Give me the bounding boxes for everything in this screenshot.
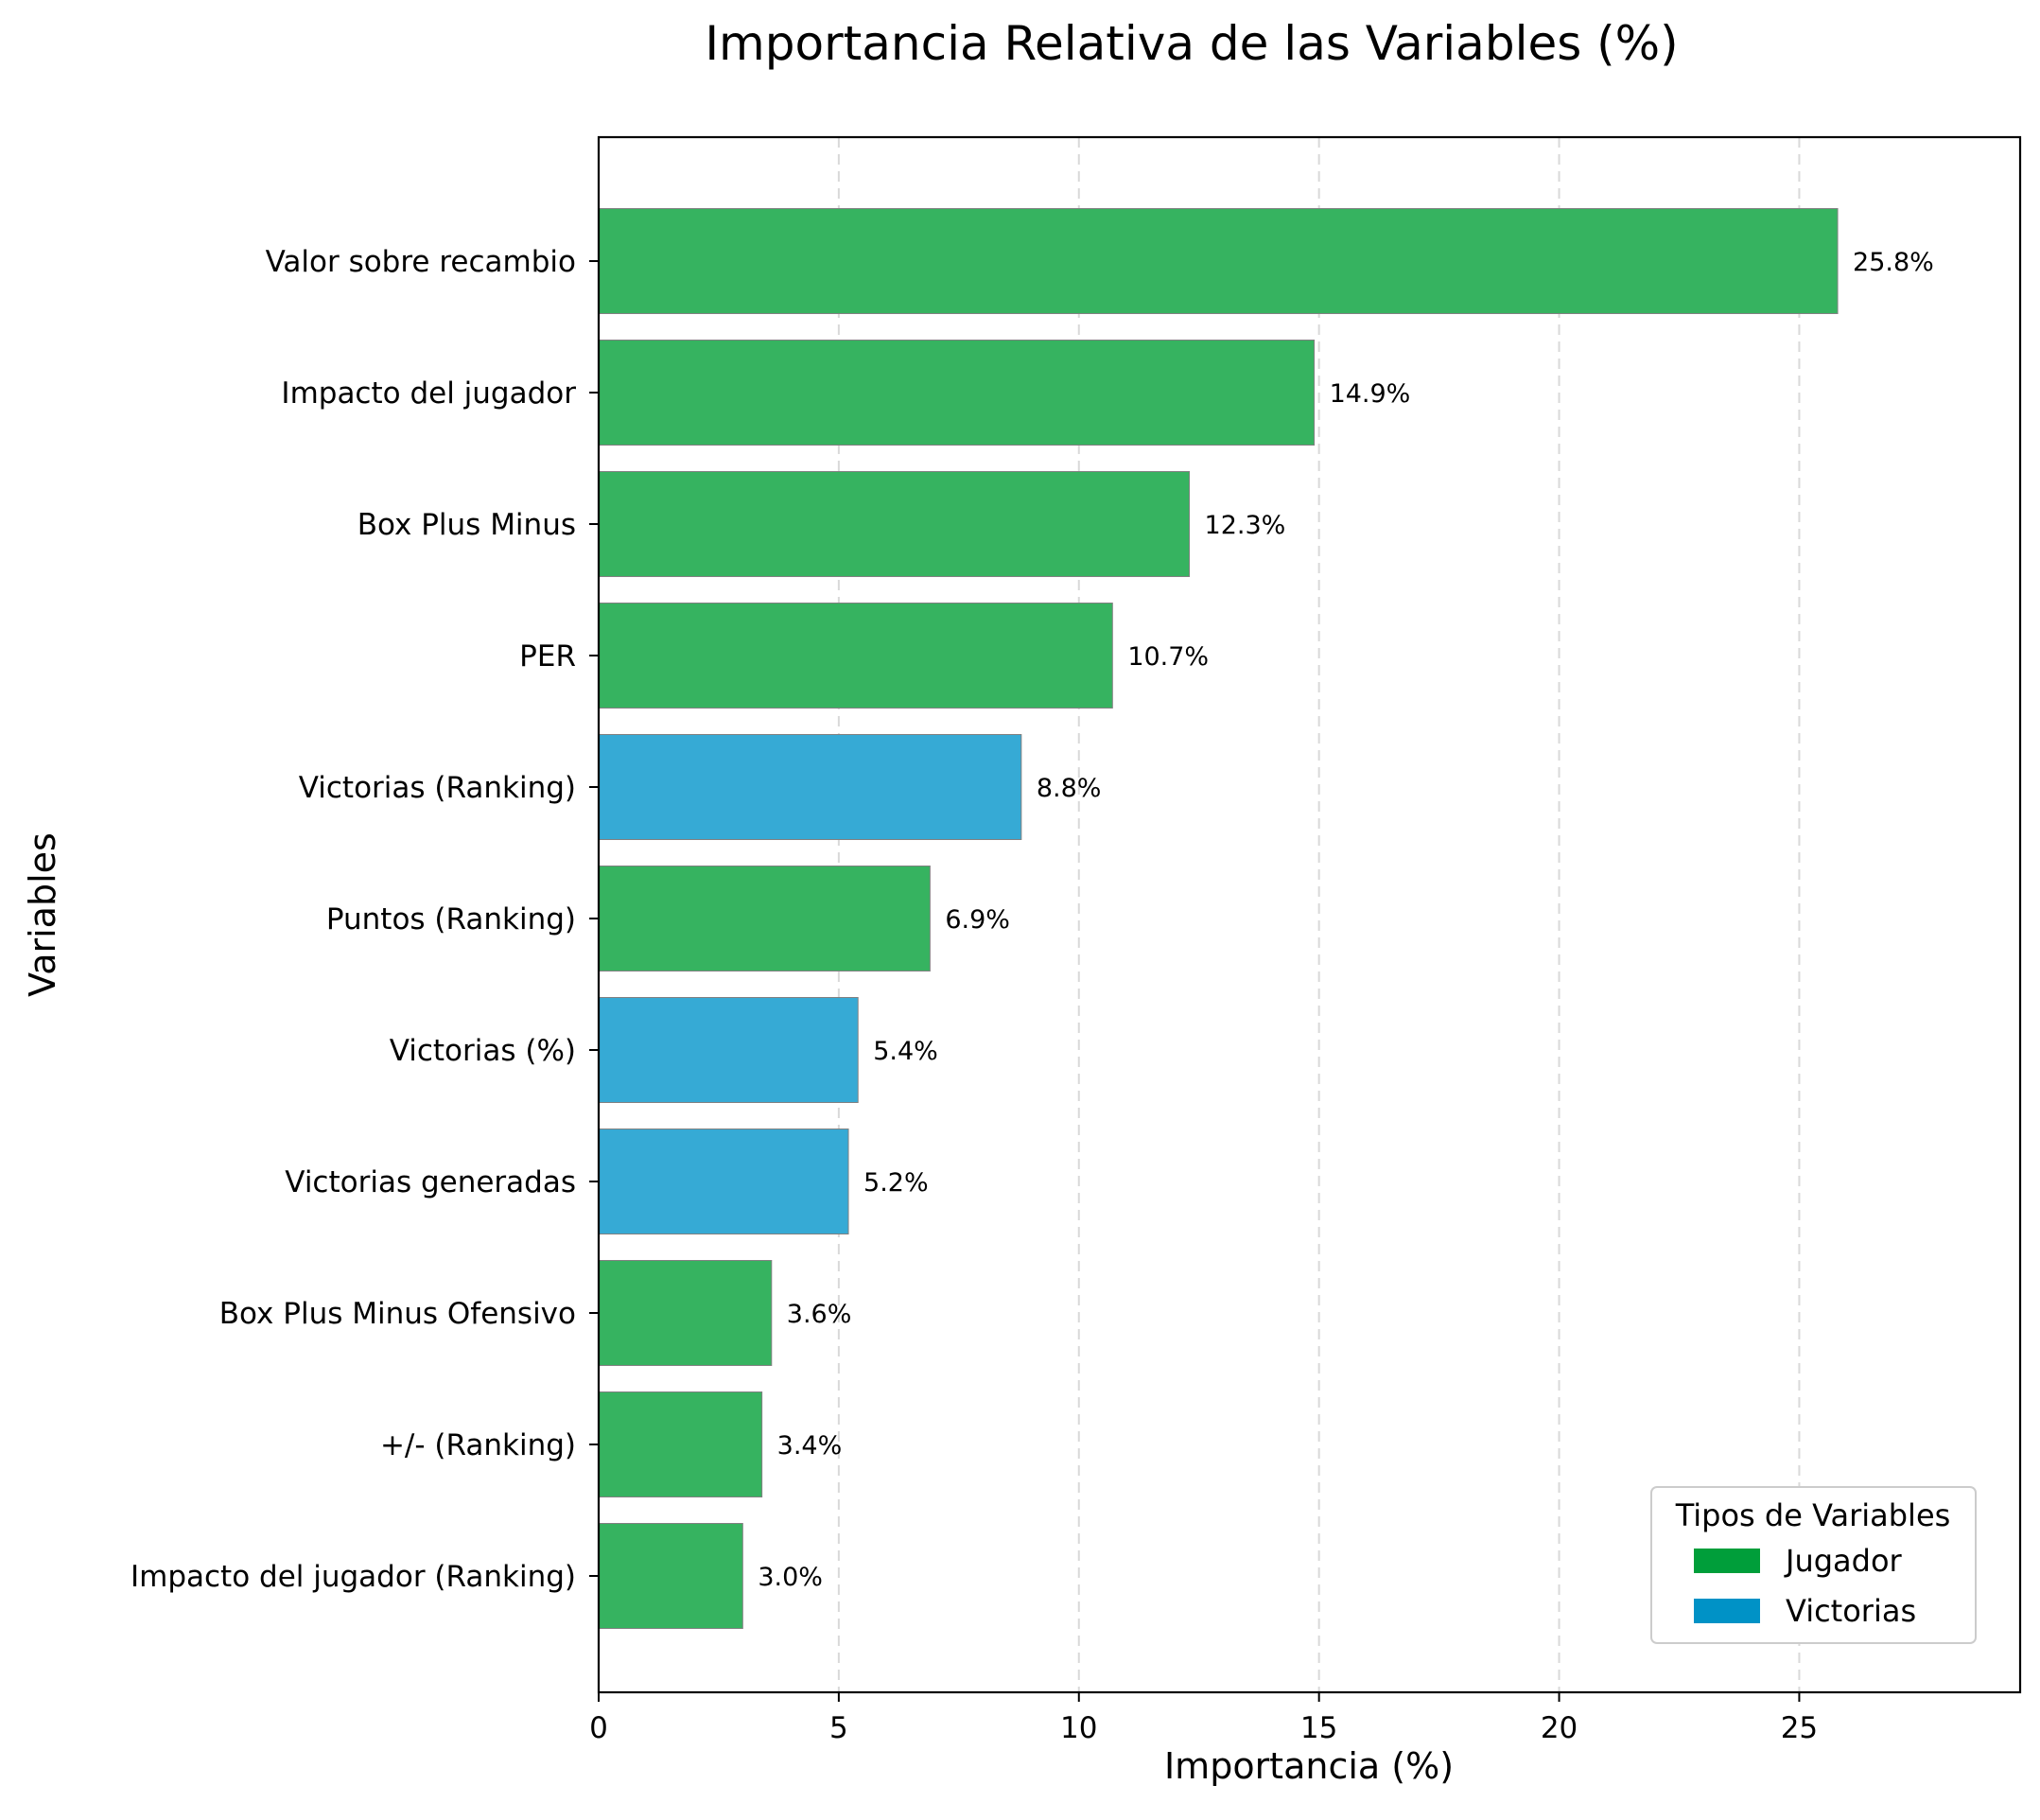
y-tick-label: Victorias generadas (285, 1165, 576, 1199)
legend-label-jugador: Jugador (1784, 1543, 1903, 1579)
bar (598, 471, 1191, 577)
data-label: 8.8% (1037, 774, 1102, 803)
data-label: 3.0% (758, 1563, 823, 1592)
data-labels: 25.8% 14.9% 12.3% 10.7% 8.8% 6.9% 5.4% 5.2% 3.6%… (758, 248, 1933, 1592)
chart-title: Importancia Relativa de las Variables (%… (705, 16, 1678, 71)
legend-title: Tipos de Variables (1675, 1497, 1951, 1533)
y-tick-label: Puntos (Ranking) (326, 902, 576, 936)
y-axis-label: Variables (22, 832, 63, 997)
data-label: 3.4% (777, 1431, 843, 1461)
legend-swatch-victorias (1694, 1599, 1760, 1623)
bar (598, 208, 1839, 314)
legend: Tipos de Variables Jugador Victorias (1650, 1486, 1977, 1644)
plot-frame (597, 135, 2022, 1694)
legend-label-victorias: Victorias (1786, 1593, 1916, 1629)
x-tick-label: 25 (1781, 1711, 1818, 1745)
bar (598, 1523, 743, 1629)
bar (598, 1260, 773, 1366)
data-label: 10.7% (1127, 642, 1209, 672)
bar (598, 866, 931, 971)
bar (598, 997, 859, 1103)
data-label: 6.9% (945, 905, 1010, 935)
x-tick-label: 0 (589, 1711, 608, 1745)
y-tick-label: Impacto del jugador (Ranking) (131, 1560, 576, 1594)
bar (598, 1129, 849, 1234)
y-tick-label: Victorias (Ranking) (299, 771, 576, 805)
y-axis-ticks: Valor sobre recambio Impacto del jugador B… (131, 245, 599, 1594)
x-tick-label: 5 (829, 1711, 848, 1745)
x-tick-label: 15 (1300, 1711, 1337, 1745)
y-tick-label: Impacto del jugador (281, 376, 576, 411)
data-label: 5.2% (863, 1168, 929, 1198)
y-tick-label: Box Plus Minus Ofensivo (219, 1297, 576, 1331)
data-label: 25.8% (1853, 248, 1934, 277)
y-tick-label: PER (519, 639, 576, 674)
bar (598, 734, 1022, 840)
y-tick-label: +/- (Ranking) (380, 1428, 576, 1462)
data-label: 14.9% (1330, 379, 1411, 409)
bar (598, 340, 1316, 446)
x-axis-ticks: 0 5 10 15 20 25 (589, 1692, 1818, 1745)
data-label: 12.3% (1205, 511, 1286, 540)
bar (598, 603, 1113, 709)
y-tick-label: Valor sobre recambio (266, 245, 576, 279)
legend-swatch-jugador (1694, 1549, 1760, 1573)
bar (598, 1391, 763, 1497)
x-tick-label: 20 (1541, 1711, 1578, 1745)
y-tick-label: Box Plus Minus (357, 508, 576, 542)
x-axis-label: Importancia (%) (1164, 1745, 1454, 1787)
y-tick-label: Victorias (%) (390, 1034, 576, 1068)
data-label: 5.4% (873, 1037, 938, 1066)
data-label: 3.6% (787, 1300, 852, 1329)
bars (598, 208, 1839, 1629)
x-tick-label: 10 (1060, 1711, 1097, 1745)
